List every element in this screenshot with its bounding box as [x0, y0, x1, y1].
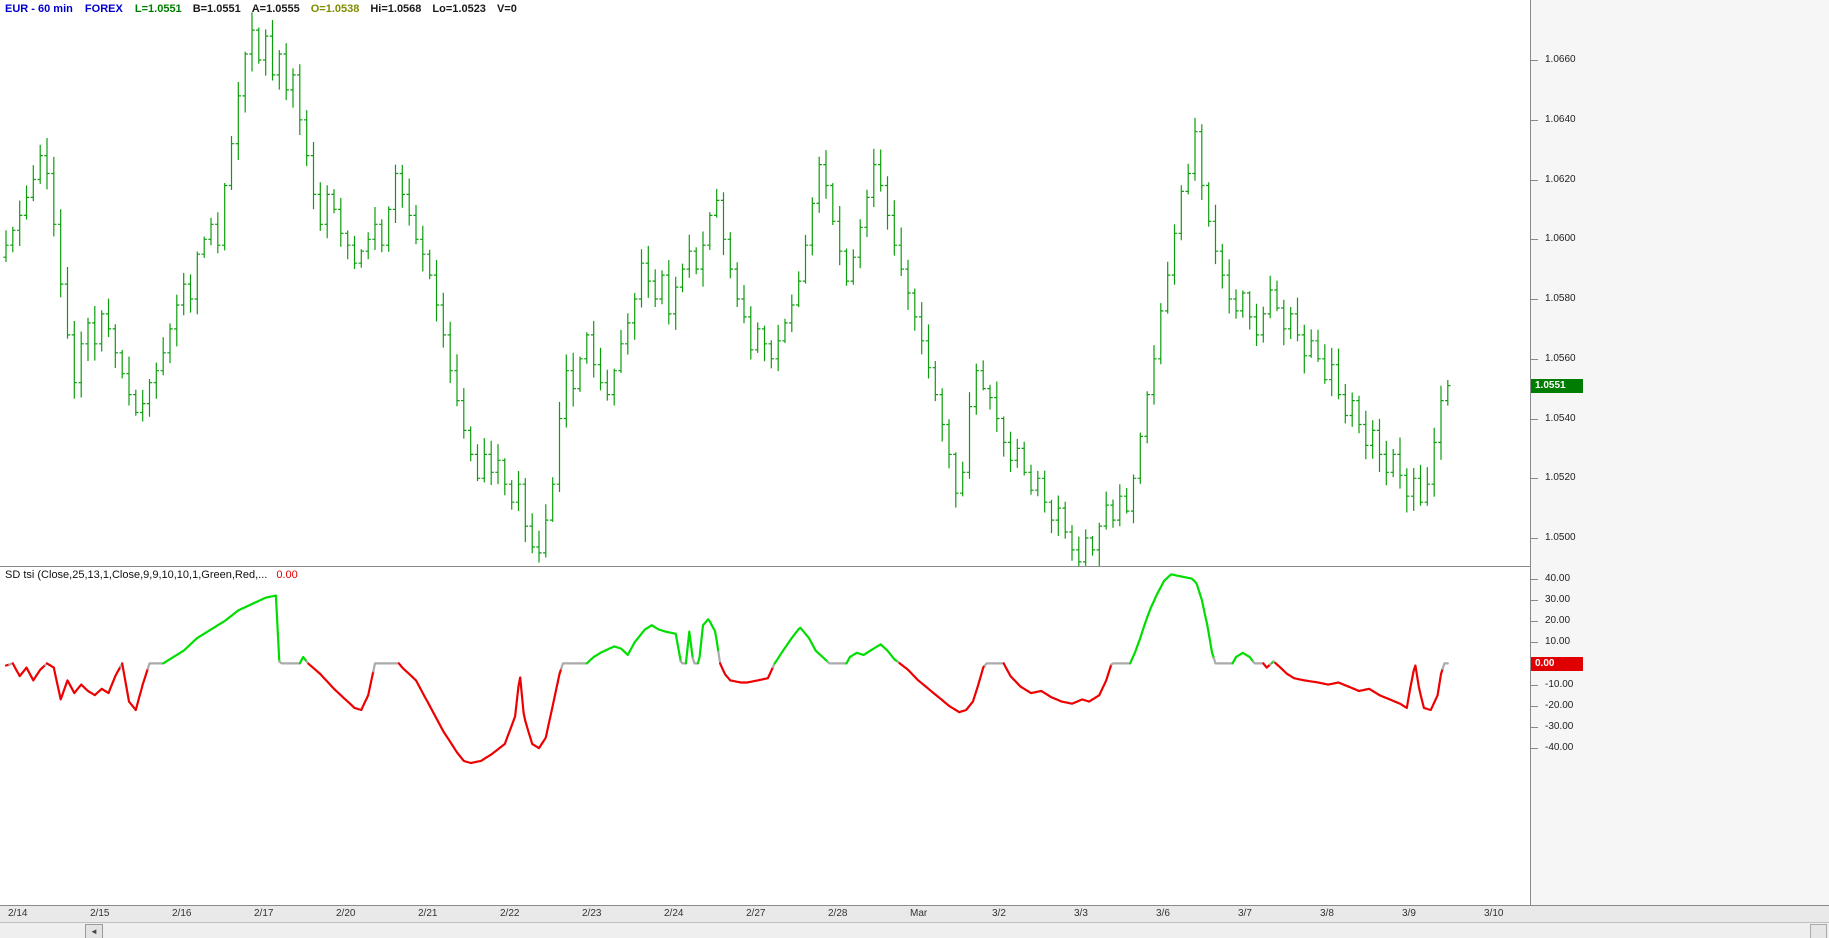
axis-tick-mark [1531, 705, 1538, 707]
quote-field: O=1.0538 [310, 3, 360, 15]
indicator-tick-label: -40.00 [1545, 742, 1574, 754]
axis-tick-mark [1531, 119, 1538, 121]
quote-bar: EUR - 60 min FOREX L=1.0551 B=1.0551 A=1.0… [5, 3, 528, 15]
date-label: 2/15 [90, 908, 110, 919]
date-label: 3/6 [1156, 908, 1170, 919]
panel-divider[interactable] [0, 566, 1829, 567]
indicator-tick-label: 10.00 [1545, 636, 1571, 648]
symbol-label: EUR - 60 min [5, 3, 73, 15]
date-label: 2/14 [8, 908, 28, 919]
indicator-tick-label: 40.00 [1545, 572, 1571, 584]
date-label: 2/23 [582, 908, 602, 919]
price-tick-label: 1.0500 [1545, 532, 1576, 543]
date-label: 3/3 [1074, 908, 1088, 919]
date-label: 2/27 [746, 908, 766, 919]
date-label: 2/17 [254, 908, 274, 919]
axis-tick-mark [1531, 727, 1538, 728]
quote-field: Lo=1.0523 [432, 3, 486, 15]
last-price-badge: 1.0551 [1531, 379, 1583, 393]
scroll-left-button[interactable]: ◄ [85, 924, 103, 938]
price-tick-label: 1.0580 [1545, 293, 1576, 304]
price-tick-label: 1.0640 [1545, 113, 1576, 125]
price-tick-label: 1.0520 [1545, 472, 1576, 484]
date-label: 2/20 [336, 908, 356, 919]
price-tick-label: 1.0600 [1545, 233, 1576, 245]
date-label: 2/22 [500, 908, 520, 919]
quote-fields: L=1.0551 B=1.0551 A=1.0555 O=1.0538 Hi=1.056… [135, 3, 528, 15]
date-label: 3/8 [1320, 908, 1334, 919]
exchange-label: FOREX [84, 3, 123, 15]
date-label: 2/16 [172, 908, 192, 919]
price-chart[interactable] [0, 0, 1530, 566]
axis-tick-mark [1531, 239, 1538, 241]
price-tick-label: 1.0540 [1545, 412, 1576, 424]
date-label: 3/2 [992, 908, 1006, 919]
quote-field: B=1.0551 [192, 3, 241, 15]
date-label: 3/10 [1484, 908, 1504, 919]
axis-tick-mark [1531, 418, 1538, 420]
price-axis[interactable]: 1.0551 0.00 1.0660 1.0640 1.0620 1.0600 1.05… [1530, 0, 1829, 905]
date-label: 2/28 [828, 908, 848, 919]
price-tick-label: 1.0560 [1545, 352, 1576, 364]
axis-tick-mark [1531, 684, 1538, 686]
price-tick-label: 1.0620 [1545, 173, 1576, 185]
indicator-tick-label: -20.00 [1545, 699, 1574, 711]
date-label: 2/24 [664, 908, 684, 919]
axis-tick-mark [1531, 642, 1538, 644]
indicator-tick-label: -10.00 [1545, 678, 1574, 690]
axis-tick-mark [1531, 538, 1538, 539]
quote-field: L=1.0551 [134, 3, 182, 15]
resize-grip[interactable] [1810, 924, 1827, 938]
price-tick-label: 1.0660 [1545, 54, 1576, 65]
date-axis[interactable]: 2/14 2/15 2/16 2/17 2/20 2/21 2/22 2/23 2/24 2/27… [0, 905, 1829, 922]
date-label: 3/7 [1238, 908, 1252, 919]
date-label: Mar [910, 908, 928, 919]
quote-field: Hi=1.0568 [370, 3, 422, 15]
indicator-tick-label: 30.00 [1545, 593, 1571, 605]
indicator-value: 0.00 [276, 569, 298, 581]
indicator-header: SD tsi (Close,25,13,1,Close,9,9,10,10,1,… [5, 569, 298, 581]
axis-tick-mark [1531, 60, 1538, 61]
quote-field: V=0 [496, 3, 517, 15]
quote-field: A=1.0555 [251, 3, 300, 15]
tsi-indicator-chart[interactable] [0, 566, 1530, 905]
indicator-label: SD tsi (Close,25,13,1,Close,9,9,10,10,1,… [5, 569, 268, 581]
axis-tick-mark [1531, 748, 1538, 750]
indicator-zero-badge: 0.00 [1531, 657, 1583, 671]
axis-tick-mark [1531, 299, 1538, 300]
indicator-tick-label: -30.00 [1545, 721, 1574, 732]
axis-tick-mark [1531, 578, 1538, 580]
date-label: 2/21 [418, 908, 438, 919]
axis-tick-mark [1531, 621, 1538, 622]
axis-tick-mark [1531, 179, 1538, 181]
axis-tick-mark [1531, 599, 1538, 601]
scroll-left-icon: ◄ [90, 927, 98, 936]
indicator-tick-label: 20.00 [1545, 615, 1571, 626]
axis-tick-mark [1531, 358, 1538, 360]
date-label: 3/9 [1402, 908, 1416, 919]
horizontal-scrollbar[interactable]: ◄ [0, 922, 1829, 938]
axis-tick-mark [1531, 478, 1538, 480]
